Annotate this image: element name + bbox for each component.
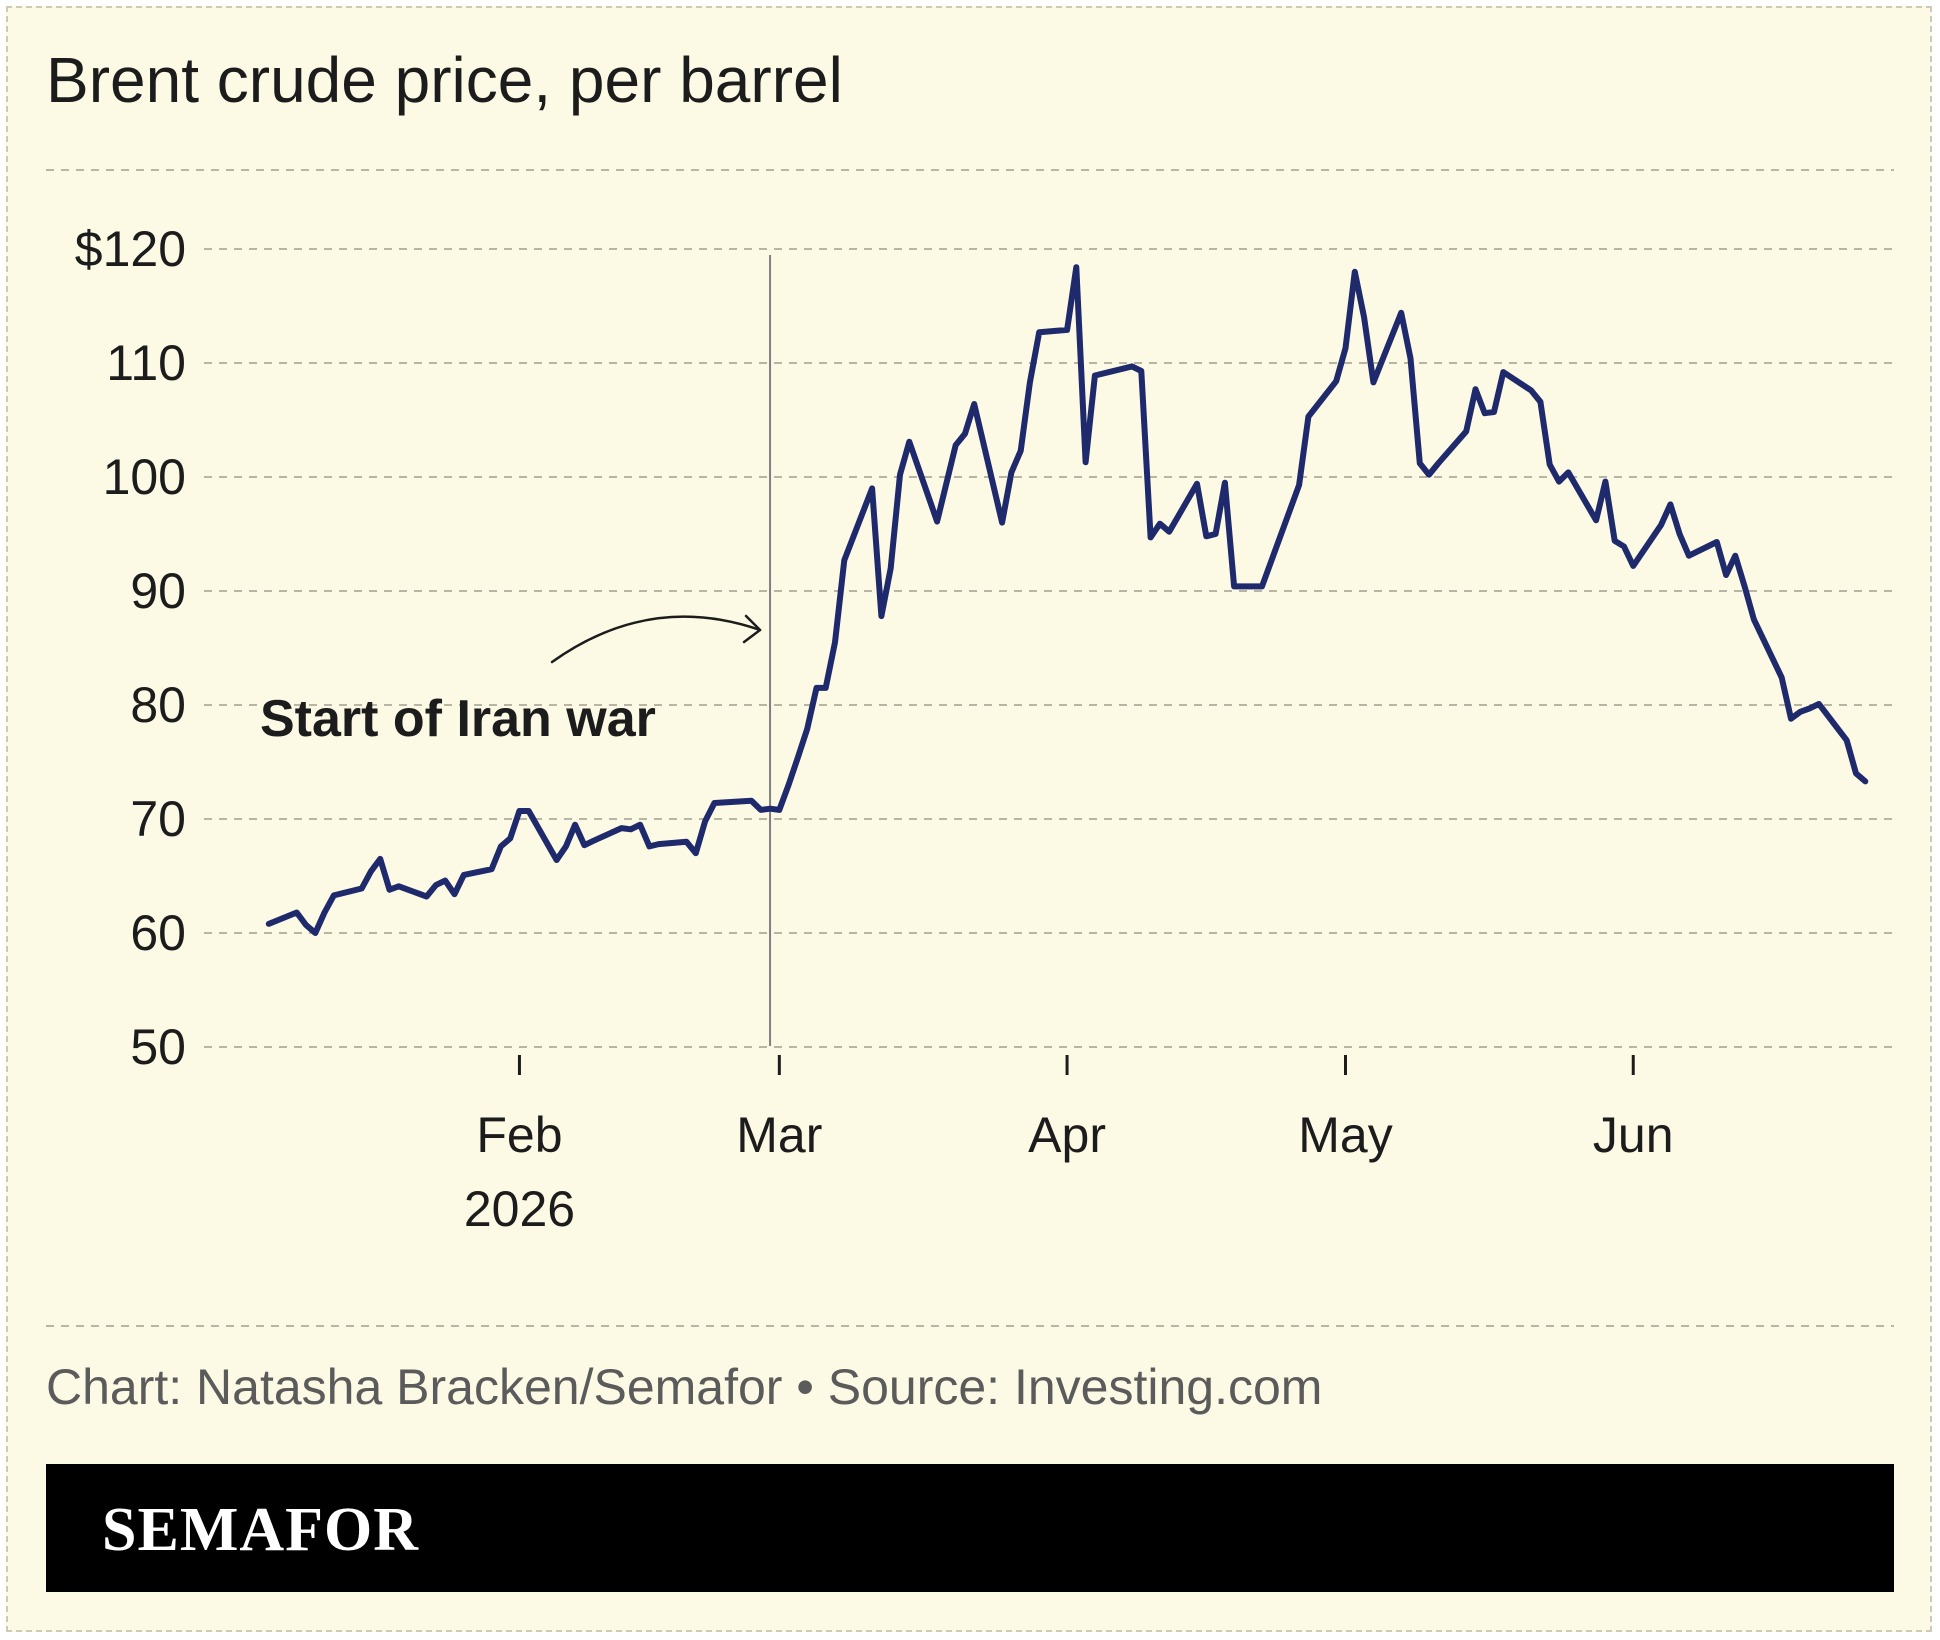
y-tick-label-100: 100 — [103, 449, 186, 505]
y-tick-label-90: 90 — [130, 563, 186, 619]
y-tick-label-80: 80 — [130, 677, 186, 733]
y-tick-label-60: 60 — [130, 905, 186, 961]
x-axis-labels: Feb 2026 Mar Apr May Jun — [464, 1107, 1674, 1237]
x-axis-ticks — [517, 1055, 1635, 1075]
y-tick-label-50: 50 — [130, 1019, 186, 1075]
annotation-arrow — [550, 615, 762, 664]
y-tick-label-70: 70 — [130, 791, 186, 847]
chart-card: Brent crude price, per barrel $120 110 100… — [6, 6, 1932, 1632]
x-tick-label-mar: Mar — [736, 1107, 822, 1163]
chart-credit: Chart: Natasha Bracken/Semafor • Source:… — [46, 1359, 1322, 1415]
x-tick-sublabel-feb: 2026 — [464, 1181, 575, 1237]
y-tick-label-110: 110 — [106, 335, 186, 391]
x-tick-label-may: May — [1298, 1107, 1392, 1163]
y-axis-labels: $120 110 100 90 80 70 60 50 — [75, 221, 186, 1075]
x-tick-label-feb: Feb — [476, 1107, 562, 1163]
x-tick-label-apr: Apr — [1028, 1107, 1106, 1163]
annotation-arrowhead — [742, 614, 762, 644]
chart-svg: Brent crude price, per barrel $120 110 100… — [46, 44, 1894, 1592]
y-gridlines — [204, 248, 1894, 1048]
war-start-annotation: Start of Iran war — [260, 690, 656, 748]
chart-title: Brent crude price, per barrel — [46, 44, 843, 116]
y-tick-label-120: $120 — [75, 221, 186, 277]
brand-bar — [46, 1464, 1894, 1592]
brand-logo: SEMAFOR — [102, 1496, 419, 1564]
x-tick-label-jun: Jun — [1593, 1107, 1674, 1163]
brent-price-line — [265, 264, 1869, 936]
